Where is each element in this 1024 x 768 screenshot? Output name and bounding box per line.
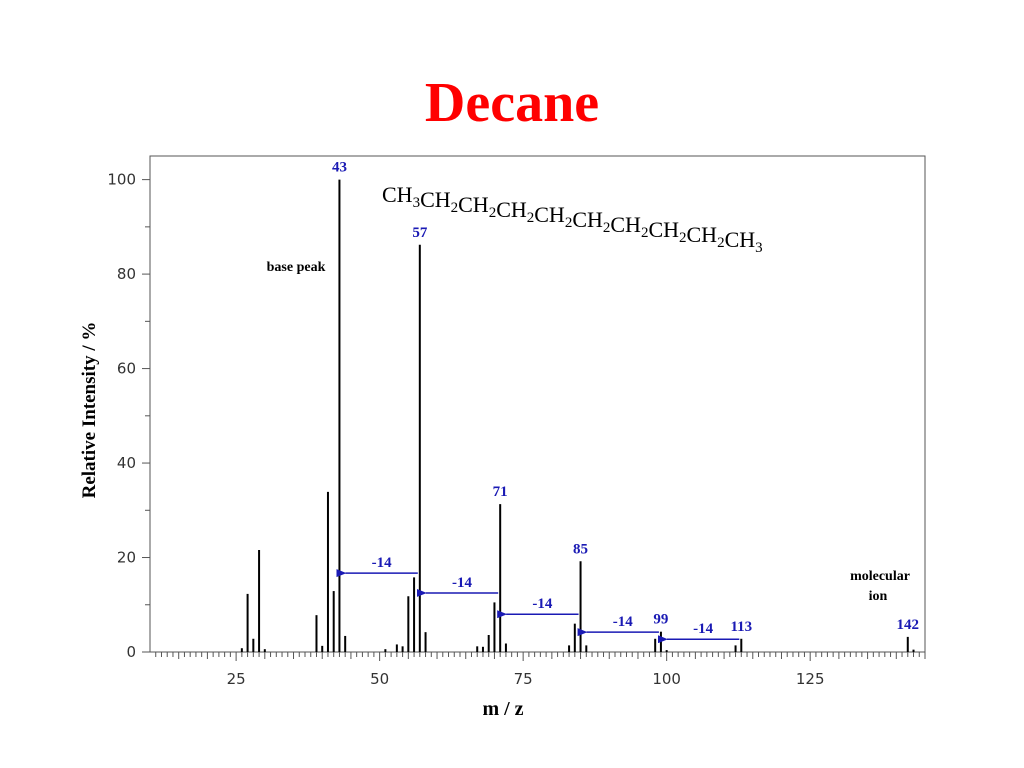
y-axis: 0 20 40 60 80 100 [107,171,150,661]
peak-label-57: 57 [412,225,428,241]
peak-label-85: 85 [573,541,588,557]
x-axis: 25 50 75 100 125 [155,652,926,688]
slide-title: Decane [424,72,600,134]
y-tick-label: 0 [126,643,136,661]
peak-label-113: 113 [730,619,752,635]
plot-frame [149,155,926,653]
molecular-ion-note-line1: molecular [850,569,910,584]
loss-label-3: -14 [532,596,552,612]
x-tick-label: 125 [796,670,825,688]
molecular-ion-note-line2: ion [869,589,888,604]
y-tick-label: 20 [117,549,136,567]
x-tick-label: 50 [370,670,389,688]
x-tick-label: 75 [514,670,533,688]
x-tick-label: 100 [652,670,681,688]
loss-arrows: -14 -14 -14 -14 -14 [336,555,740,644]
x-axis-label: m / z [482,698,523,720]
y-tick-label: 80 [117,265,136,283]
peak-labels: 43 57 71 85 99 113 142 [332,160,919,635]
loss-label-2: -14 [452,575,472,591]
y-tick-label: 100 [107,171,136,189]
loss-label-1: -14 [372,555,392,571]
loss-label-4: -14 [613,614,633,630]
y-tick-label: 60 [117,360,136,378]
peak-label-43: 43 [332,160,347,176]
base-peak-note: base peak [267,260,326,275]
loss-label-5: -14 [693,621,713,637]
structural-formula: CH3CH2CH2CH2CH2CH2CH2CH2CH2CH3 [382,182,763,256]
peak-label-71: 71 [493,484,508,500]
x-tick-label: 25 [227,670,246,688]
peak-label-99: 99 [653,612,668,628]
peak-bars [240,179,915,652]
peak-label-142: 142 [897,617,920,633]
y-tick-label: 40 [117,454,136,472]
y-axis-label: Relative Intensity / % [79,322,100,499]
